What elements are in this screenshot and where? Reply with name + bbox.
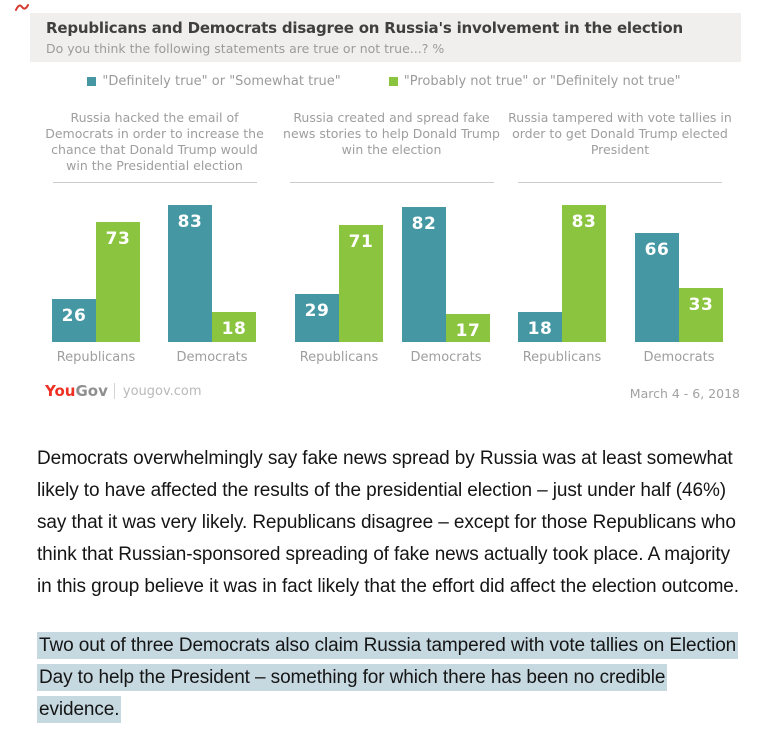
bar-not-true: 17: [446, 314, 490, 342]
chart-legend: "Definitely true" or "Somewhat true" "Pr…: [0, 74, 768, 89]
article-paragraph-1[interactable]: Democrats overwhelmingly say fake news s…: [37, 448, 739, 597]
panel-question: Russia created and spread fake news stor…: [283, 110, 500, 157]
fieldwork-dates: March 4 - 6, 2018: [629, 386, 740, 401]
chart-title: Republicans and Democrats disagree on Ru…: [46, 19, 684, 37]
legend-item-not-true: "Probably not true" or "Definitely not t…: [388, 74, 681, 89]
category-label: Republicans: [522, 350, 602, 365]
bar-value-label: 66: [644, 240, 670, 260]
bar-value-label: 83: [177, 212, 203, 232]
article-body: Democrats overwhelmingly say fake news s…: [37, 443, 739, 753]
bar-definitely-true: 29: [295, 294, 339, 342]
bar-not-true: 71: [339, 225, 383, 342]
bar-value-label: 18: [527, 319, 553, 339]
red-scribble-mark: [15, 4, 29, 11]
bar-definitely-true: 82: [402, 207, 446, 342]
chart-header: Republicans and Democrats disagree on Ru…: [30, 13, 741, 62]
bar-not-true: 83: [562, 205, 606, 342]
category-label: Democrats: [176, 350, 248, 365]
category-label: Republicans: [56, 350, 136, 365]
bar-value-label: 82: [411, 214, 437, 234]
panel-question: Russia hacked the email of Democrats in …: [45, 110, 264, 173]
bar-definitely-true: 18: [518, 312, 562, 342]
bar-value-label: 29: [304, 301, 330, 321]
bar-not-true: 33: [679, 288, 723, 342]
teal-swatch-icon: [87, 77, 97, 86]
bar-value-label: 26: [61, 306, 87, 326]
green-swatch-icon: [388, 77, 398, 86]
category-label: Republicans: [299, 350, 379, 365]
legend-label-not-true: "Probably not true" or "Definitely not t…: [403, 74, 681, 89]
bar-definitely-true: 83: [168, 205, 212, 342]
panel-divider-line: [518, 182, 722, 183]
bar-value-label: 73: [105, 229, 131, 249]
bar-not-true: 73: [96, 222, 140, 342]
selected-text-highlight[interactable]: Two out of three Democrats also claim Ru…: [37, 632, 739, 723]
bar-value-label: 71: [348, 232, 374, 252]
article-paragraph-2[interactable]: Two out of three Democrats also claim Ru…: [37, 630, 739, 726]
bar-value-label: 33: [688, 295, 714, 315]
bar-value-label: 18: [221, 319, 247, 339]
logo-you: You: [45, 382, 76, 400]
yougov-chart: Republicans and Democrats disagree on Ru…: [0, 4, 768, 401]
bar-definitely-true: 66: [635, 233, 679, 342]
bar-definitely-true: 26: [52, 299, 96, 342]
bar-not-true: 18: [212, 312, 256, 342]
category-label: Democrats: [410, 350, 482, 365]
panel-question: Russia tampered with vote tallies in ord…: [508, 110, 732, 157]
bar-value-label: 17: [455, 321, 481, 341]
legend-item-true: "Definitely true" or "Somewhat true": [87, 74, 341, 89]
legend-label-true: "Definitely true" or "Somewhat true": [102, 74, 341, 89]
chart-subtitle: Do you think the following statements ar…: [46, 41, 445, 56]
yougov-logo: You Gov yougov.com: [45, 382, 202, 400]
logo-divider: [113, 383, 115, 399]
panel-divider-line: [52, 182, 257, 183]
panel-divider-line: [289, 182, 494, 183]
category-label: Democrats: [643, 350, 715, 365]
bar-value-label: 83: [571, 212, 597, 232]
logo-gov: Gov: [75, 382, 108, 400]
logo-site-url: yougov.com: [122, 383, 202, 399]
